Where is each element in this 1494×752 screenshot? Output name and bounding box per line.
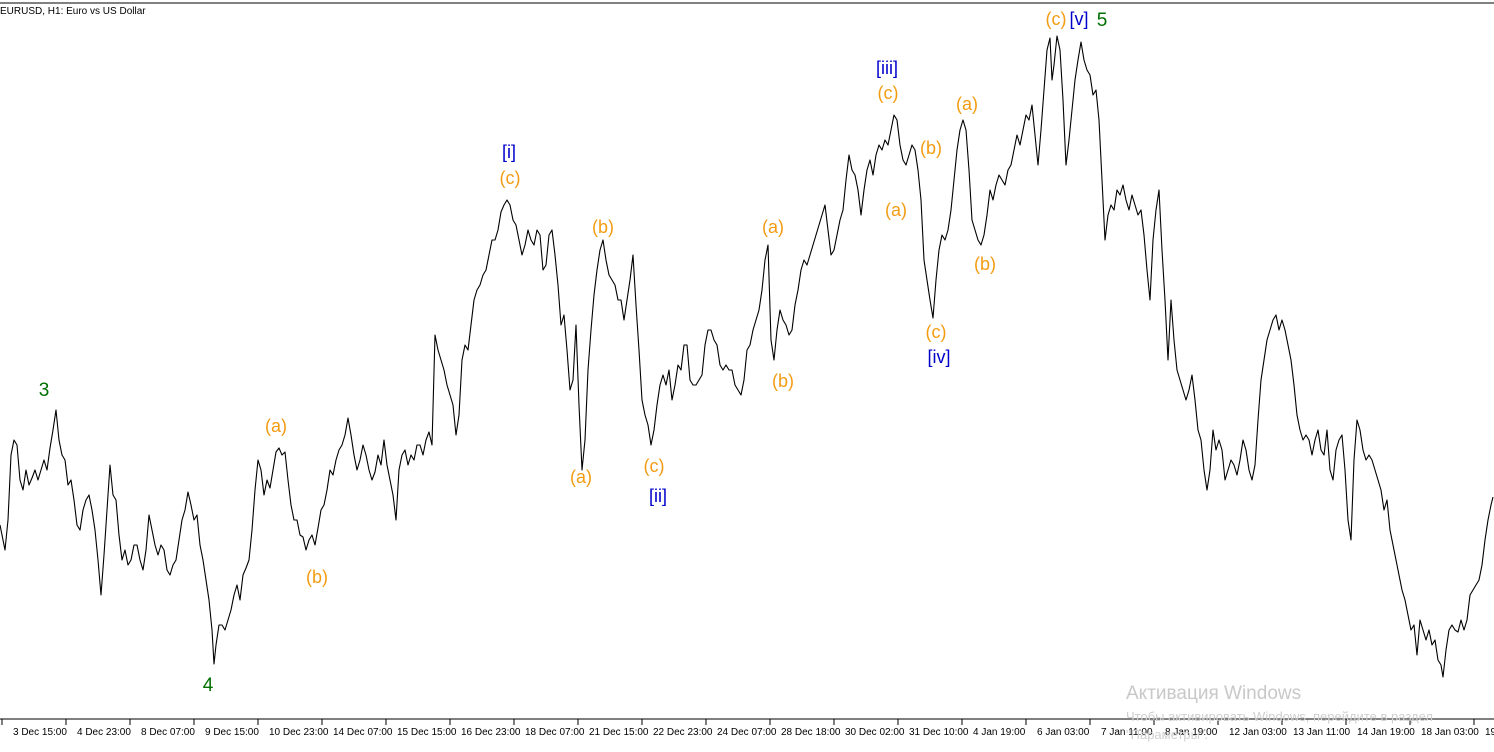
- x-tick-label: 19: [1485, 727, 1494, 738]
- wave-label-subminor: (a): [762, 217, 784, 237]
- wave-label-subminor: (c): [878, 83, 899, 103]
- x-tick-label: 31 Dec 10:00: [909, 727, 969, 738]
- wave-label-subminor: (c): [926, 322, 947, 342]
- wave-label-minor: [v]: [1069, 9, 1088, 29]
- wave-label-minor: [iii]: [876, 58, 898, 78]
- wave-label-subminor: (b): [772, 371, 794, 391]
- x-tick-label: 8 Dec 07:00: [141, 727, 195, 738]
- x-tick-label: 10 Dec 23:00: [269, 727, 329, 738]
- wave-label-subminor: (a): [265, 416, 287, 436]
- wave-label-subminor: (a): [885, 200, 907, 220]
- x-tick-label: 4 Jan 19:00: [973, 727, 1026, 738]
- x-tick-label: 14 Jan 19:00: [1357, 727, 1415, 738]
- wave-label-subminor: (c): [1046, 9, 1067, 29]
- wave-label-subminor: (c): [644, 456, 665, 476]
- activation-watermark-line1: Чтобы активировать Windows, перейдите в …: [1126, 709, 1433, 724]
- x-tick-label: 14 Dec 07:00: [333, 727, 393, 738]
- x-tick-label: 7 Jan 11:00: [1101, 727, 1153, 738]
- wave-label-subminor: (a): [956, 94, 978, 114]
- x-tick-label: 8 Jan 19:00: [1165, 727, 1218, 738]
- wave-label-subminor: (b): [974, 254, 996, 274]
- activation-watermark-title: Активация Windows: [1126, 683, 1302, 704]
- x-tick-label: 13 Jan 11:00: [1293, 727, 1351, 738]
- x-tick-label: 12 Jan 03:00: [1229, 727, 1287, 738]
- wave-label-minor: [iv]: [927, 347, 950, 367]
- wave-label-subminor: (b): [592, 217, 614, 237]
- x-tick-label: 30 Dec 02:00: [845, 727, 905, 738]
- wave-label-primary: 4: [203, 675, 214, 696]
- x-tick-label: 22 Dec 23:00: [653, 727, 713, 738]
- wave-label-primary: 3: [39, 380, 50, 401]
- x-tick-label: 18 Jan 03:00: [1421, 727, 1479, 738]
- wave-label-primary: 5: [1097, 10, 1108, 31]
- x-tick-label: 9 Dec 15:00: [205, 727, 259, 738]
- wave-label-subminor: (b): [306, 567, 328, 587]
- wave-labels: 3 4 5 [i] [ii] [iii] [iv] [v] (a) (b) (c) (a) (b) (c)…: [39, 9, 1108, 696]
- wave-label-subminor: (c): [500, 168, 521, 188]
- x-tick-label: 16 Dec 23:00: [461, 727, 521, 738]
- price-series-line: [0, 35, 1494, 678]
- x-tick-label: 18 Dec 07:00: [525, 727, 585, 738]
- x-axis: 3 Dec 15:00 4 Dec 23:00 8 Dec 07:00 9 Dec 1…: [0, 718, 1494, 738]
- x-tick-label: 24 Dec 07:00: [717, 727, 777, 738]
- activation-watermark-line2: "Параметры".: [1126, 727, 1209, 742]
- x-tick-label: 15 Dec 15:00: [397, 727, 457, 738]
- chart-title: EURUSD, H1: Euro vs US Dollar: [0, 6, 146, 17]
- wave-label-subminor: (a): [570, 467, 592, 487]
- wave-label-minor: [i]: [502, 142, 516, 162]
- x-tick-label: 4 Dec 23:00: [77, 727, 131, 738]
- x-tick-label: 21 Dec 15:00: [589, 727, 649, 738]
- x-tick-label: 6 Jan 03:00: [1037, 727, 1090, 738]
- wave-label-subminor: (b): [920, 138, 942, 158]
- x-tick-label: 3 Dec 15:00: [13, 727, 67, 738]
- x-tick-label: 28 Dec 18:00: [781, 727, 841, 738]
- series-layer: [0, 35, 1494, 678]
- wave-label-minor: [ii]: [649, 486, 667, 506]
